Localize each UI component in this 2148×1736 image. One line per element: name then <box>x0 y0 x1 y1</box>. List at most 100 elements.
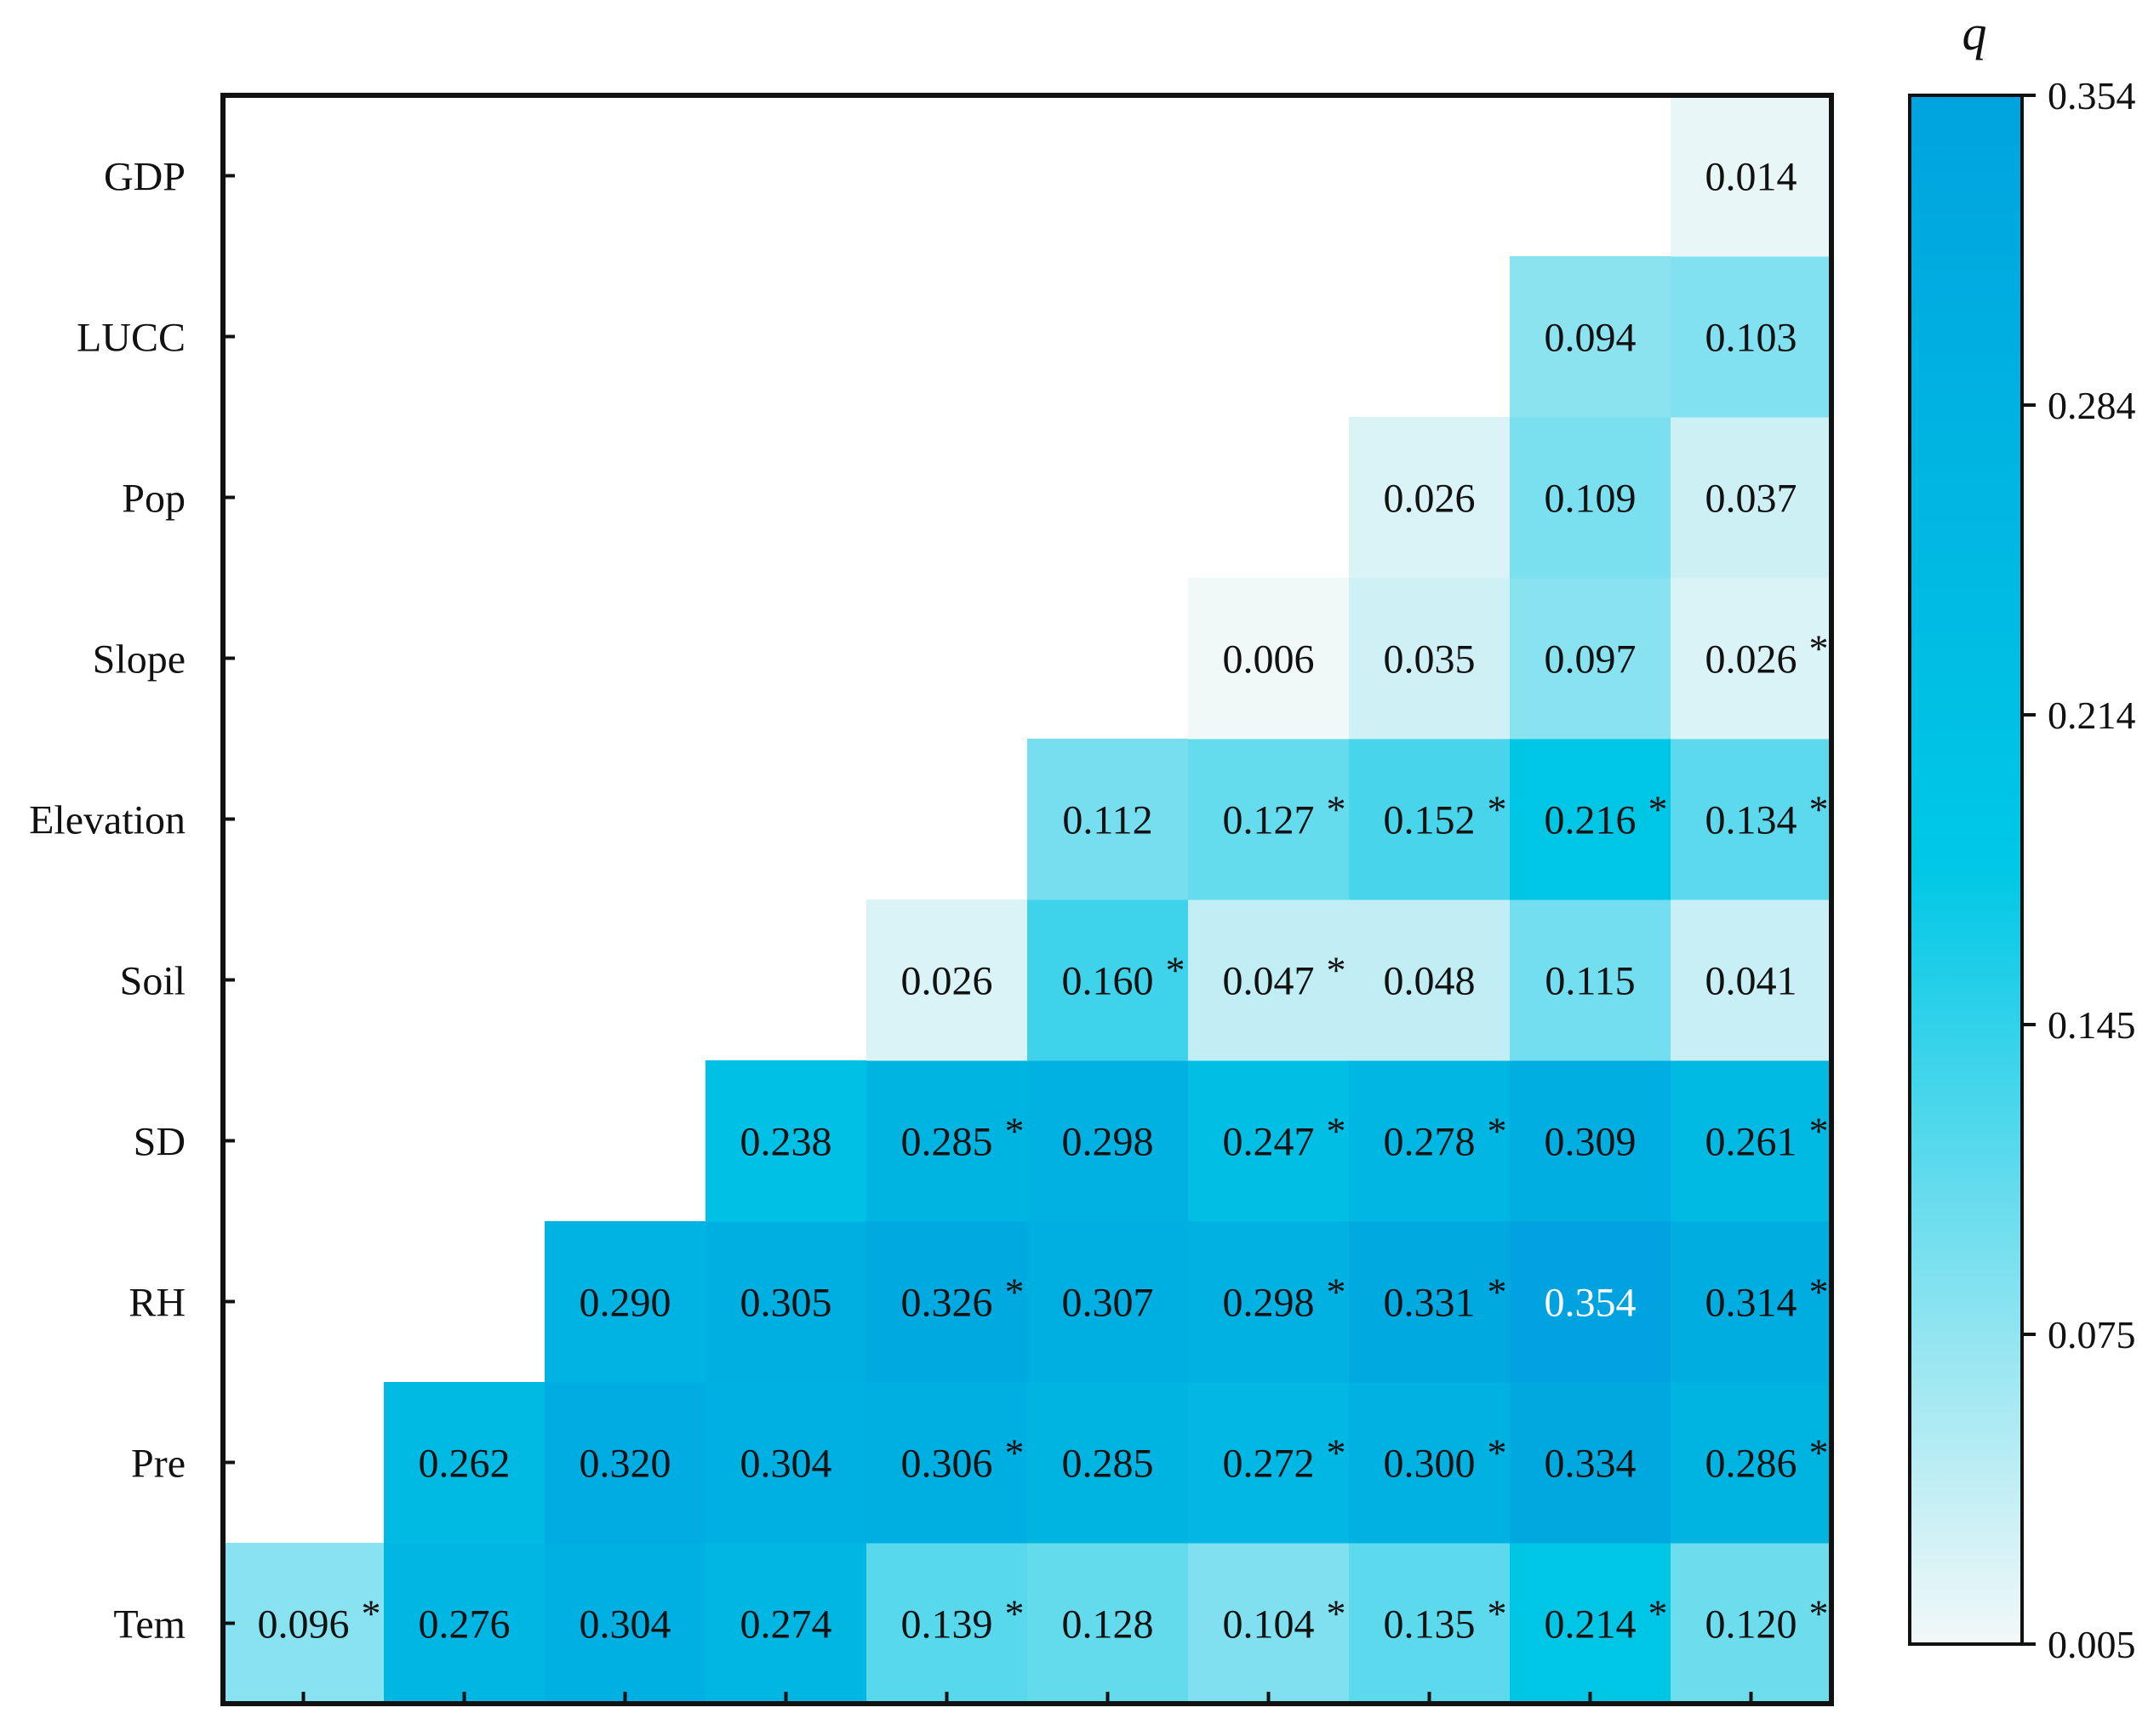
cell-value-label: 0.286 <box>1705 1442 1797 1487</box>
heatmap-cell-rect <box>1349 417 1511 579</box>
heatmap-cell: 0.047 * <box>1188 899 1350 1061</box>
heatmap-cell: 0.026 <box>866 899 1028 1061</box>
heatmap-cell-rect <box>1510 578 1671 740</box>
cell-value-label: 0.127 <box>1223 798 1315 843</box>
significance-marker: * <box>1809 1271 1829 1314</box>
cell-value-label: 0.331 <box>1384 1281 1476 1326</box>
colorbar-tick-label: 0.075 <box>2048 1313 2136 1356</box>
heatmap-cell-rect <box>1510 1543 1671 1705</box>
significance-marker: * <box>1488 1431 1507 1475</box>
heatmap-cell: 0.285 * <box>866 1060 1028 1222</box>
cell-value-label: 0.047 <box>1223 959 1315 1004</box>
heatmap-cell-rect <box>1349 739 1511 900</box>
heatmap-cell-rect <box>1027 739 1189 900</box>
heatmap-cell-rect <box>1349 578 1511 740</box>
cell-value-label: 0.290 <box>580 1281 671 1326</box>
cell-value-label: 0.094 <box>1545 316 1637 361</box>
heatmap-cell: 0.096 * <box>223 1543 385 1705</box>
colorbar: q 0.354 0.284 0.214 0.145 0.075 0.005 <box>1908 5 2136 1666</box>
y-tick-label: Elevation <box>29 798 186 843</box>
heatmap-cell-rect <box>866 1543 1028 1705</box>
cell-value-label: 0.037 <box>1705 477 1797 522</box>
significance-marker: * <box>1327 788 1346 831</box>
heatmap-cell-rect <box>1510 899 1671 1061</box>
cell-value-label: 0.135 <box>1384 1602 1476 1647</box>
heatmap-cell: 0.152 * <box>1349 739 1511 900</box>
colorbar-tick-label: 0.354 <box>2048 74 2136 117</box>
cell-value-label: 0.247 <box>1223 1120 1315 1165</box>
heatmap-cell-rect <box>1671 1382 1832 1544</box>
heatmap-cell: 0.214 * <box>1510 1543 1671 1705</box>
cell-value-label: 0.096 <box>258 1602 350 1647</box>
significance-marker: * <box>1488 788 1507 831</box>
y-tick-label: GDP <box>104 155 186 200</box>
cell-value-label: 0.309 <box>1545 1120 1637 1165</box>
cell-value-label: 0.152 <box>1384 798 1476 843</box>
heatmap-cell: 0.272 * <box>1188 1382 1350 1544</box>
significance-marker: * <box>1809 1592 1829 1636</box>
cell-value-label: 0.238 <box>740 1120 832 1165</box>
cell-value-label: 0.112 <box>1062 798 1152 843</box>
heatmap-cell-rect <box>1671 256 1832 418</box>
heatmap-cell: 0.014 <box>1671 95 1832 257</box>
heatmap-cell: 0.026 <box>1349 417 1511 579</box>
heatmap-cell-rect <box>866 1060 1028 1222</box>
significance-marker: * <box>1809 627 1829 671</box>
heatmap-cell-rect <box>866 1221 1028 1383</box>
colorbar-title: q <box>1962 5 1987 60</box>
cell-value-label: 0.304 <box>740 1442 832 1487</box>
plot-frame <box>220 93 1834 1706</box>
cell-value-label: 0.041 <box>1705 959 1797 1004</box>
heatmap-cell-rect <box>1349 1382 1511 1544</box>
cell-value-label: 0.276 <box>419 1602 511 1647</box>
significance-marker: * <box>1005 1431 1025 1475</box>
y-tick-label: SD <box>134 1120 186 1165</box>
cell-value-label: 0.139 <box>901 1602 993 1647</box>
significance-marker: * <box>1327 1431 1346 1475</box>
heatmap-cell-rect <box>223 1543 385 1705</box>
cell-value-label: 0.006 <box>1223 637 1315 682</box>
heatmap-cell-rect <box>1188 1060 1350 1222</box>
heatmap-cell-rect <box>1188 578 1350 740</box>
cell-value-label: 0.134 <box>1705 798 1797 843</box>
cell-value-label: 0.298 <box>1062 1120 1154 1165</box>
cell-value-label: 0.026 <box>901 959 993 1004</box>
cell-value-label: 0.115 <box>1545 959 1635 1004</box>
heatmap-cell: 0.127 * <box>1188 739 1350 900</box>
significance-marker: * <box>362 1592 381 1636</box>
heatmap-cell-rect <box>1188 1221 1350 1383</box>
heatmap-cell: 0.006 <box>1188 578 1350 740</box>
heatmap-cells: 0.096 * 0.276 0.304 0.274 0.139 * 0.128 0.104 * 0.… <box>223 95 1832 1705</box>
heatmap-cell-rect <box>866 899 1028 1061</box>
cell-value-label: 0.307 <box>1062 1281 1154 1326</box>
significance-marker: * <box>1809 1431 1829 1475</box>
cell-value-label: 0.104 <box>1223 1602 1315 1647</box>
heatmap-cell-rect <box>1510 417 1671 579</box>
heatmap-cell-rect <box>1671 899 1832 1061</box>
heatmap-cell: 0.160 * <box>1027 899 1189 1061</box>
significance-marker: * <box>1327 1592 1346 1636</box>
heatmap-cell: 0.048 <box>1349 899 1511 1061</box>
heatmap-cell-rect <box>706 1543 867 1705</box>
colorbar-gradient <box>1908 94 2024 1646</box>
cell-value-label: 0.306 <box>901 1442 993 1487</box>
cell-value-label: 0.035 <box>1384 637 1476 682</box>
cell-value-label: 0.274 <box>740 1602 832 1647</box>
cell-value-label: 0.214 <box>1545 1602 1637 1647</box>
heatmap-cell-rect <box>1027 1382 1189 1544</box>
cell-value-label: 0.298 <box>1223 1281 1315 1326</box>
heatmap-cell: 0.128 <box>1027 1543 1189 1705</box>
heatmap-cell-rect <box>1671 1543 1832 1705</box>
cell-value-label: 0.097 <box>1545 637 1637 682</box>
heatmap-cell: 0.026 * <box>1671 578 1832 740</box>
heatmap-cell-rect <box>545 1221 706 1383</box>
heatmap-cell: 0.262 <box>384 1382 546 1544</box>
heatmap-cell: 0.135 * <box>1349 1543 1511 1705</box>
cell-value-label: 0.272 <box>1223 1442 1315 1487</box>
heatmap-cell: 0.309 <box>1510 1060 1671 1222</box>
cell-value-label: 0.334 <box>1545 1442 1637 1487</box>
y-axis-labels: Tem Pre RH SD Soil Elevation Slope Pop LUCC GDP <box>29 155 186 1647</box>
heatmap-cell: 0.274 <box>706 1543 867 1705</box>
heatmap-cell: 0.247 * <box>1188 1060 1350 1222</box>
heatmap-cell-rect <box>1510 739 1671 900</box>
